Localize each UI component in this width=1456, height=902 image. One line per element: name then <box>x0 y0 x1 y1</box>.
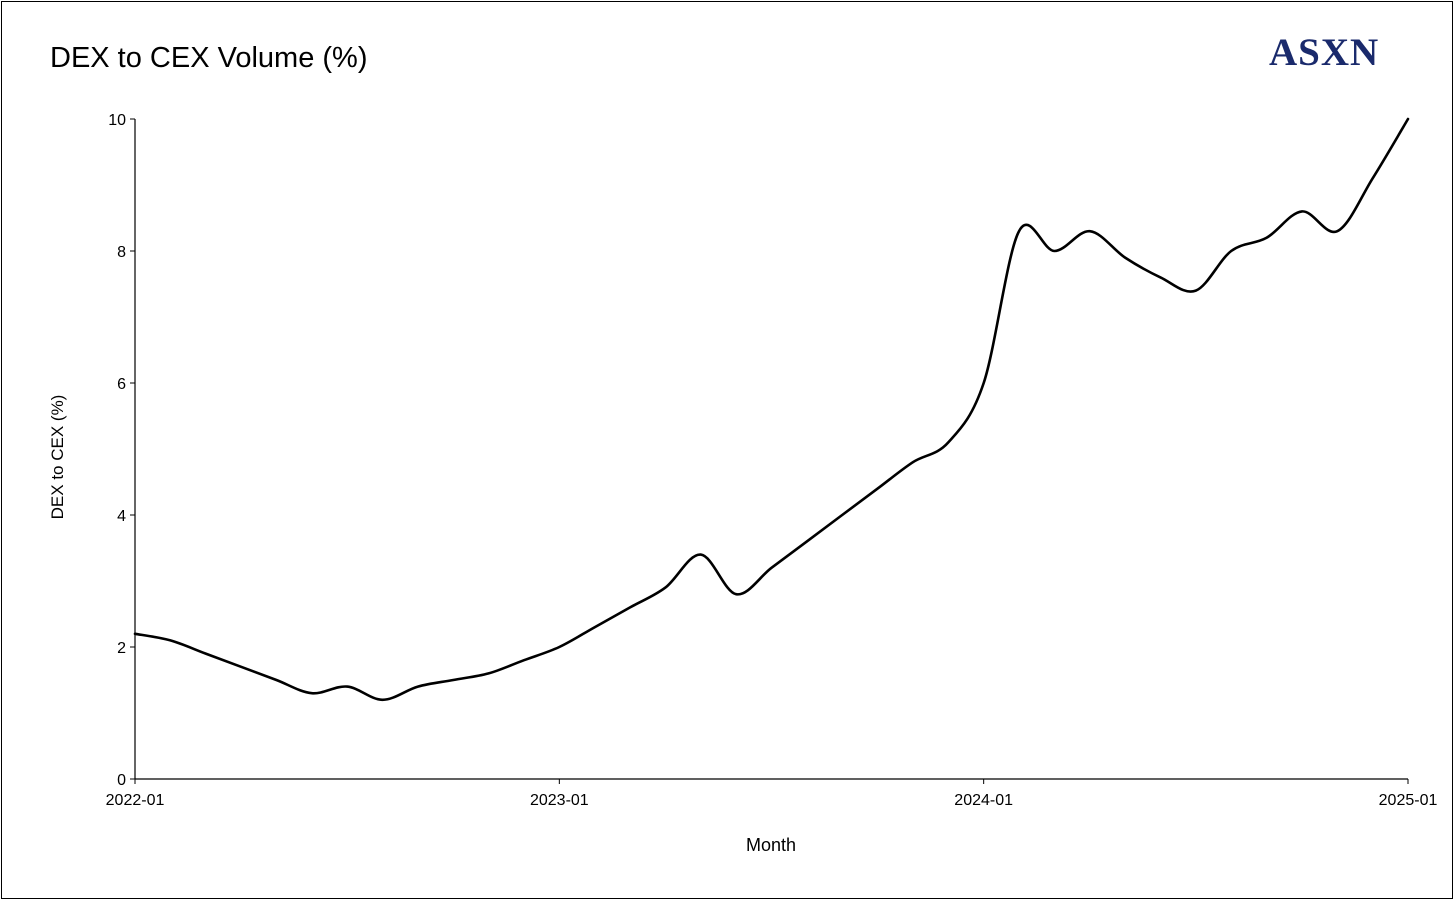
chart-title: DEX to CEX Volume (%) <box>50 42 368 74</box>
y-tick-label: 6 <box>117 376 126 393</box>
x-tick-label: 2024-01 <box>954 792 1013 809</box>
x-axis-label: Month <box>745 835 797 855</box>
series <box>133 117 1410 702</box>
y-tick-label: 10 <box>108 112 126 129</box>
asxn-logo: ASXN <box>1269 31 1380 74</box>
y-tick-label: 8 <box>117 244 126 261</box>
ticks: 0 2 4 6 8 10 2022-01 2023-01 2024-01 2025-01 <box>106 112 1438 809</box>
x-tick-label: 2025-01 <box>1379 792 1438 809</box>
series-line <box>133 117 1410 702</box>
x-tick-label: 2023-01 <box>530 792 589 809</box>
axes <box>134 119 1408 780</box>
y-tick-label: 2 <box>117 640 126 657</box>
x-tick-label: 2022-01 <box>106 792 165 809</box>
y-tick-label: 4 <box>117 508 126 525</box>
y-tick-label: 0 <box>117 772 126 789</box>
